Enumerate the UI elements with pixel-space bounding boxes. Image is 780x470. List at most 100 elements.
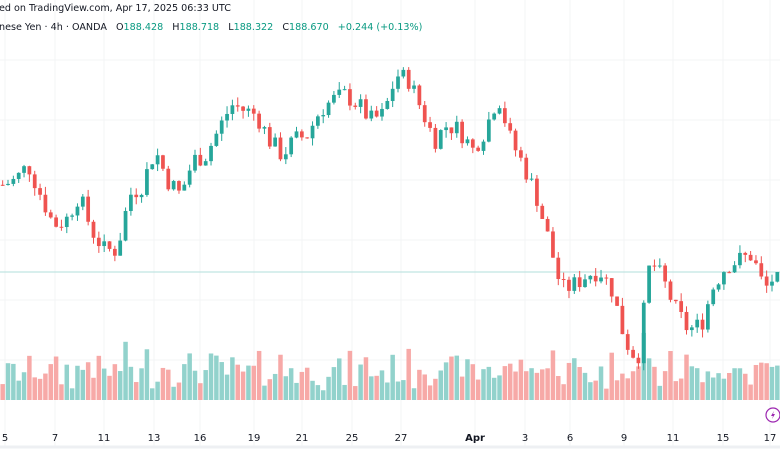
candle-body bbox=[481, 141, 486, 151]
candle-body bbox=[513, 130, 518, 151]
candle-body bbox=[129, 194, 133, 211]
volume-bar bbox=[315, 385, 321, 400]
candle-body bbox=[599, 277, 603, 282]
candle-body bbox=[203, 161, 208, 166]
volume-bar bbox=[112, 364, 118, 400]
candle-body bbox=[727, 272, 732, 274]
candle-body bbox=[636, 357, 641, 364]
candle-body bbox=[16, 172, 21, 179]
candle-body bbox=[593, 275, 598, 282]
candle-body bbox=[283, 154, 288, 160]
volume-bar bbox=[646, 358, 652, 400]
candle-body bbox=[657, 265, 662, 267]
candle-body bbox=[385, 101, 390, 109]
candle-body bbox=[299, 131, 304, 138]
volume-bar bbox=[43, 373, 48, 400]
volume-bar bbox=[395, 381, 401, 400]
candle-body bbox=[70, 215, 74, 217]
volume-bar bbox=[406, 348, 411, 400]
volume-bar bbox=[534, 372, 540, 400]
candle-body bbox=[187, 170, 192, 185]
volume-bar bbox=[577, 367, 582, 400]
candle-body bbox=[112, 248, 117, 256]
volume-bar bbox=[737, 368, 743, 400]
symbol-label[interactable]: nese Yen · 4h · OANDA bbox=[0, 22, 107, 33]
volume-bar bbox=[203, 370, 208, 400]
candle-body bbox=[545, 218, 550, 232]
volume-bar bbox=[764, 363, 769, 400]
volume-bar bbox=[53, 356, 59, 400]
candle-body bbox=[770, 281, 774, 286]
candle-body bbox=[214, 133, 219, 146]
candle-body bbox=[428, 122, 432, 128]
candle-body bbox=[43, 194, 48, 213]
volume-bar bbox=[609, 352, 614, 400]
ohlc-legend: nese Yen · 4h · OANDA O188.428 H188.718 … bbox=[0, 22, 422, 33]
candle-body bbox=[6, 183, 10, 185]
candle-body bbox=[486, 119, 491, 142]
candle-body bbox=[460, 121, 464, 144]
volume-bar bbox=[320, 390, 326, 400]
volume-bar bbox=[465, 359, 470, 400]
volume-bar bbox=[438, 370, 443, 400]
candle-body bbox=[278, 137, 283, 160]
volume-bar bbox=[523, 371, 529, 400]
candle-body bbox=[59, 226, 64, 228]
candle-body bbox=[406, 69, 411, 89]
candle-body bbox=[732, 265, 737, 273]
volume-bar bbox=[230, 357, 235, 400]
volume-bar bbox=[753, 364, 759, 400]
volume-bar bbox=[75, 365, 80, 400]
volume-bar bbox=[5, 363, 11, 400]
volume-bar bbox=[614, 380, 620, 400]
volume-bar bbox=[117, 371, 123, 400]
volume-bar bbox=[401, 380, 406, 400]
x-tick-label: 11 bbox=[98, 433, 111, 444]
volume-bar bbox=[85, 362, 91, 400]
candle-body bbox=[150, 164, 155, 170]
volume-bar bbox=[502, 366, 508, 400]
candle-body bbox=[647, 265, 651, 303]
volume-bar bbox=[443, 362, 449, 400]
x-tick-label: 11 bbox=[667, 433, 680, 444]
volume-bar bbox=[240, 371, 246, 400]
volume-bar bbox=[518, 359, 524, 400]
x-tick-label: 9 bbox=[621, 433, 627, 444]
volume-bar bbox=[540, 369, 545, 400]
candle-body bbox=[348, 89, 352, 106]
x-tick-label: 16 bbox=[194, 433, 207, 444]
volume-bar bbox=[369, 376, 374, 400]
x-tick-label: 17 bbox=[764, 433, 777, 444]
volume-bar bbox=[32, 377, 37, 400]
candle-body bbox=[225, 113, 229, 121]
candle-body bbox=[775, 272, 780, 282]
x-tick-label: 27 bbox=[395, 433, 408, 444]
volume-bar bbox=[187, 353, 192, 400]
x-tick-label: 3 bbox=[522, 433, 528, 444]
volume-bar bbox=[208, 353, 214, 400]
x-tick-label: 13 bbox=[148, 433, 161, 444]
candle-body bbox=[230, 105, 235, 114]
volume-bar bbox=[657, 385, 663, 400]
candle-body bbox=[342, 89, 347, 91]
candle-body bbox=[273, 137, 278, 147]
candle-body bbox=[412, 85, 416, 89]
candle-body bbox=[27, 166, 32, 175]
candle-body bbox=[75, 206, 80, 216]
candle-body bbox=[161, 155, 165, 169]
candle-body bbox=[663, 265, 668, 282]
x-axis: 5 7 11 13 16 19 21 25 27 Apr 3 6 9 11 15 17 bbox=[2, 433, 777, 444]
candle-body bbox=[396, 76, 400, 89]
volume-bar bbox=[150, 388, 155, 400]
volume-bar bbox=[689, 366, 695, 400]
candle-body bbox=[332, 94, 336, 103]
volume-bar bbox=[21, 372, 27, 400]
candle-body bbox=[454, 121, 459, 134]
open-value: 188.428 bbox=[123, 22, 164, 33]
volume-bar bbox=[652, 366, 657, 400]
replay-lightning-icon[interactable] bbox=[765, 407, 780, 423]
candle-body bbox=[540, 205, 545, 219]
volume-bar bbox=[139, 368, 144, 400]
volume-bar bbox=[449, 356, 454, 400]
